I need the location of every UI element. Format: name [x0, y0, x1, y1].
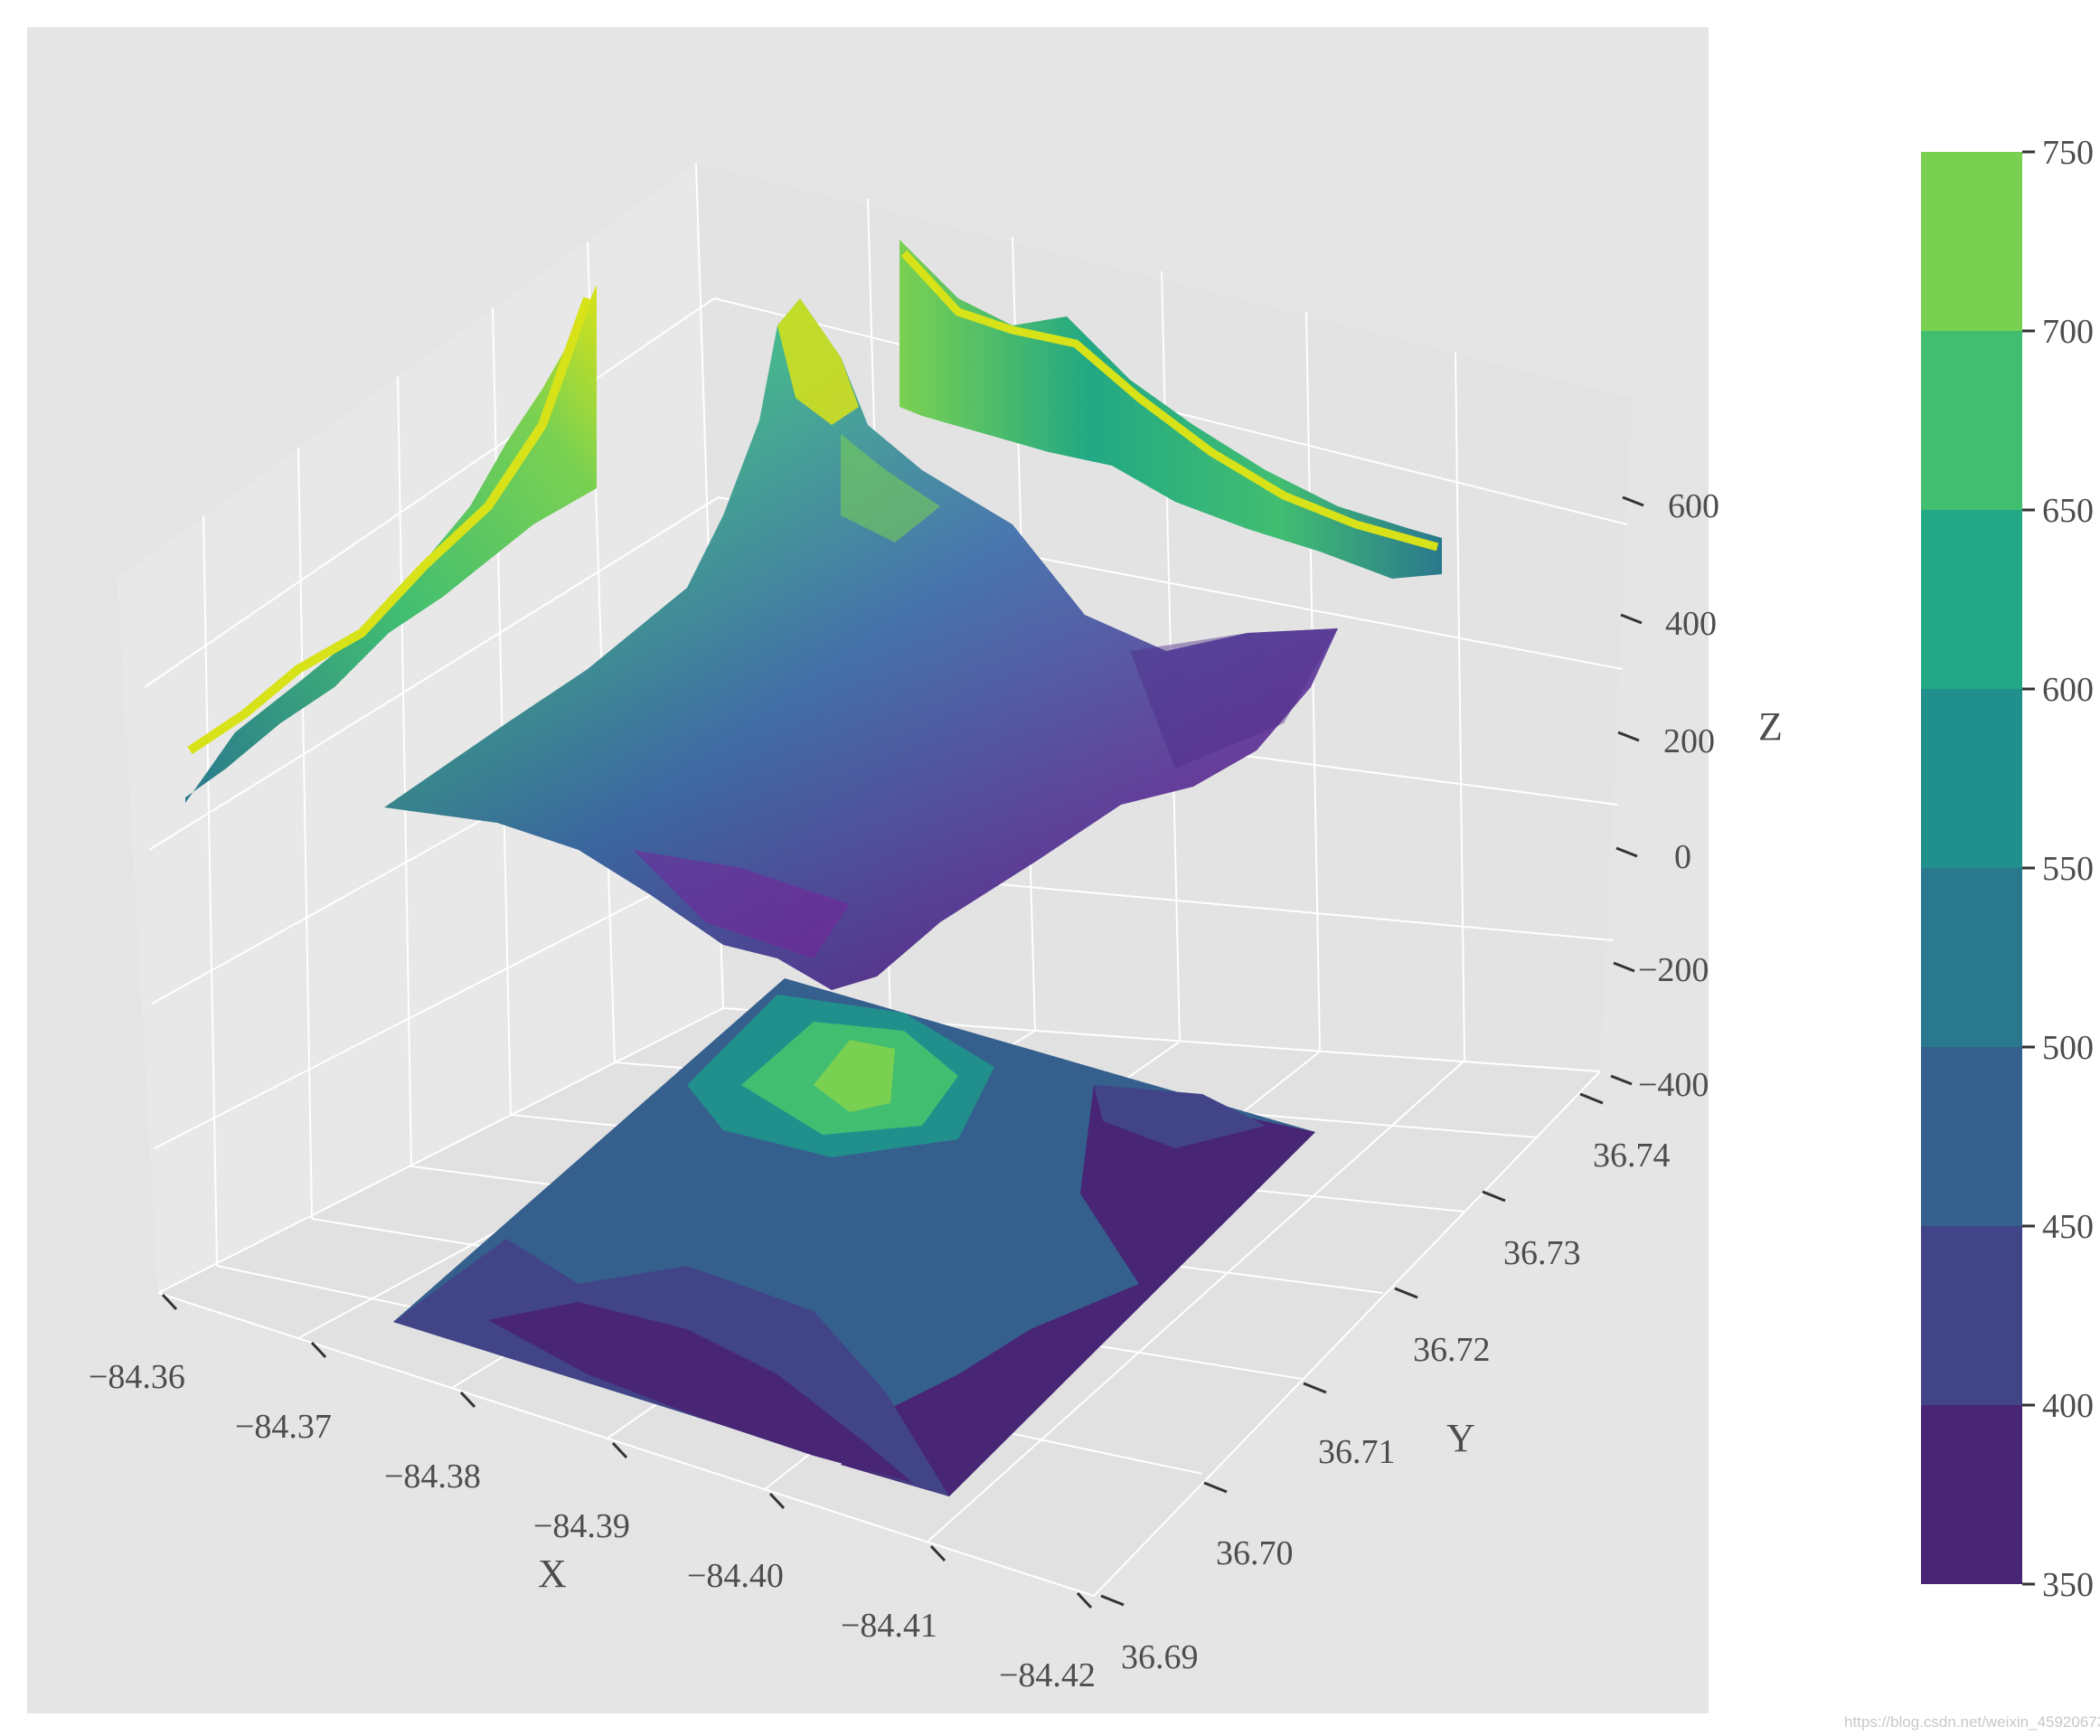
colorbar-band [1921, 152, 2022, 331]
bottom-contour [393, 978, 1315, 1496]
colorbar-band [1921, 868, 2022, 1047]
y-axis-title: Y [1446, 1416, 1475, 1460]
colorbar-tick-label: 600 [2042, 671, 2094, 709]
colorbar-tick-label: 400 [2042, 1387, 2094, 1425]
colorbar-tick-label: 650 [2042, 492, 2094, 530]
x-tick-label: −84.41 [841, 1607, 937, 1645]
x-axis: −84.36 −84.37 −84.38 −84.39 −84.40 −84.4… [89, 1293, 1096, 1694]
x-tick-label: −84.39 [533, 1507, 630, 1545]
y-tick-label: 36.74 [1593, 1137, 1671, 1175]
colorbar-tick-label: 500 [2042, 1029, 2094, 1067]
colorbar-tick-label: 350 [2042, 1566, 2094, 1604]
y-axis: 36.69 36.70 36.71 36.72 36.73 36.74 Y [1100, 1092, 1671, 1676]
z-axis-title: Z [1758, 704, 1783, 749]
colorbar: 750 700 650 600 550 500 450 400 350 [1921, 134, 2094, 1604]
y-tick-label: 36.73 [1503, 1234, 1581, 1272]
left-wall-projection [185, 285, 597, 803]
colorbar-band [1921, 1226, 2022, 1405]
colorbar-tick-label: 750 [2042, 134, 2094, 172]
x-axis-title: X [538, 1552, 567, 1596]
z-tick-label: 600 [1668, 487, 1719, 525]
y-tick-label: 36.69 [1121, 1638, 1199, 1676]
z-tick-label: 400 [1665, 605, 1717, 643]
z-axis: 600 400 200 0 −200 −400 Z [1610, 487, 1783, 1104]
colorbar-tick-label: 550 [2042, 850, 2094, 888]
colorbar-band [1921, 689, 2022, 868]
x-tick-label: −84.42 [999, 1656, 1096, 1694]
x-tick-label: −84.38 [384, 1458, 481, 1495]
colorbar-tick-label: 450 [2042, 1208, 2094, 1246]
colorbar-tick-label: 700 [2042, 313, 2094, 351]
x-tick-label: −84.36 [89, 1358, 185, 1396]
right-wall-projection [899, 240, 1442, 579]
surface-plot [384, 298, 1338, 990]
y-tick-label: 36.70 [1216, 1534, 1294, 1572]
z-tick-label: −200 [1638, 951, 1709, 989]
colorbar-band [1921, 1405, 2022, 1584]
x-tick-label: −84.37 [235, 1408, 332, 1446]
grid-lines [144, 162, 1628, 1597]
colorbar-bands [1921, 152, 2022, 1584]
colorbar-band [1921, 510, 2022, 689]
colorbar-ticks: 750 700 650 600 550 500 450 400 350 [2022, 134, 2094, 1604]
colorbar-band [1921, 331, 2022, 510]
x-tick-label: −84.40 [687, 1557, 784, 1595]
z-tick-label: −400 [1638, 1066, 1709, 1104]
z-tick-label: 0 [1674, 838, 1691, 876]
z-tick-label: 200 [1663, 722, 1715, 760]
y-tick-label: 36.72 [1413, 1331, 1491, 1369]
colorbar-band [1921, 1047, 2022, 1226]
watermark: https://blog.csdn.net/weixin_45920673 [1844, 1713, 2100, 1731]
y-tick-label: 36.71 [1318, 1433, 1396, 1471]
